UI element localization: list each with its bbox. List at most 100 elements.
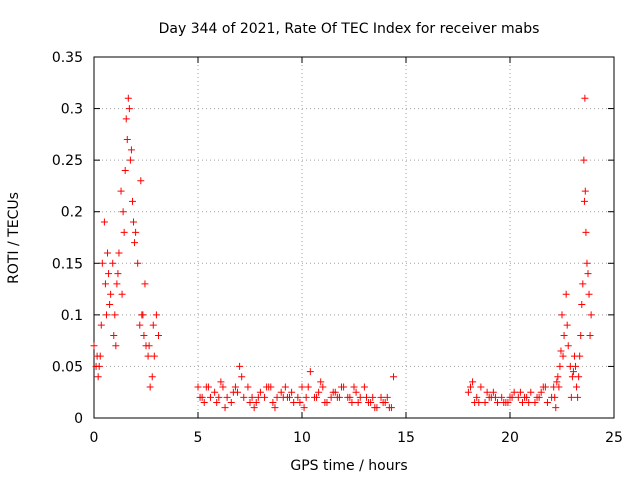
data-point xyxy=(360,383,368,391)
data-point xyxy=(128,197,136,205)
data-point xyxy=(248,393,256,401)
data-point xyxy=(489,388,497,396)
data-point xyxy=(387,404,395,412)
data-point xyxy=(354,399,362,407)
data-point xyxy=(231,383,239,391)
data-point xyxy=(560,331,568,339)
data-point xyxy=(277,388,285,396)
data-point xyxy=(583,259,591,267)
data-point xyxy=(254,393,262,401)
data-point xyxy=(124,94,132,102)
data-point xyxy=(126,156,134,164)
data-point xyxy=(95,362,103,370)
data-point xyxy=(304,383,312,391)
data-point xyxy=(556,362,564,370)
data-point xyxy=(338,383,346,391)
y-tick-label: 0.15 xyxy=(52,256,83,272)
data-point xyxy=(562,290,570,298)
data-point xyxy=(137,177,145,185)
data-point xyxy=(578,301,586,309)
data-point xyxy=(110,331,118,339)
data-point xyxy=(194,383,202,391)
plot-frame xyxy=(93,56,615,419)
data-point xyxy=(298,383,306,391)
data-point xyxy=(327,393,335,401)
x-tick-label: 0 xyxy=(90,430,99,446)
data-point xyxy=(487,393,495,401)
data-point xyxy=(521,393,529,401)
data-point xyxy=(568,373,576,381)
data-point xyxy=(145,342,153,350)
data-point xyxy=(139,311,147,319)
data-point xyxy=(346,393,354,401)
data-point xyxy=(131,239,139,247)
data-point xyxy=(555,383,563,391)
x-tick-label: 25 xyxy=(605,430,623,446)
data-point xyxy=(223,393,231,401)
data-point xyxy=(321,399,329,407)
data-point xyxy=(113,280,121,288)
data-point xyxy=(569,368,577,376)
data-point xyxy=(576,352,584,360)
data-point xyxy=(269,399,277,407)
data-point xyxy=(567,393,575,401)
data-point xyxy=(537,388,545,396)
data-point xyxy=(577,331,585,339)
data-point xyxy=(238,373,246,381)
data-point xyxy=(94,373,102,381)
x-tick-label: 10 xyxy=(293,430,311,446)
data-point xyxy=(140,331,148,339)
data-point xyxy=(261,393,269,401)
data-point xyxy=(557,347,565,355)
axis-ticks xyxy=(93,56,615,419)
data-points xyxy=(90,94,595,412)
data-point xyxy=(543,399,551,407)
data-point xyxy=(273,393,281,401)
x-axis-tick-labels: 0 5 10 15 20 25 xyxy=(90,430,623,446)
data-point xyxy=(132,228,140,236)
data-point xyxy=(288,388,296,396)
data-point xyxy=(150,352,158,360)
data-point xyxy=(362,393,370,401)
x-tick-label: 20 xyxy=(501,430,519,446)
data-point xyxy=(148,373,156,381)
data-point xyxy=(294,393,302,401)
data-point xyxy=(117,187,125,195)
data-point xyxy=(518,399,526,407)
data-point xyxy=(267,383,275,391)
data-point xyxy=(564,342,572,350)
data-point xyxy=(464,388,472,396)
data-point xyxy=(315,388,323,396)
data-point xyxy=(582,228,590,236)
data-point xyxy=(106,301,114,309)
y-tick-label: 0.2 xyxy=(61,205,83,221)
data-point xyxy=(473,393,481,401)
data-point xyxy=(390,373,398,381)
data-point xyxy=(371,404,379,412)
data-point xyxy=(90,342,98,350)
data-point xyxy=(333,393,341,401)
data-point xyxy=(290,399,298,407)
data-point xyxy=(109,259,117,267)
data-point xyxy=(111,311,119,319)
data-point xyxy=(369,393,377,401)
data-point xyxy=(572,362,580,370)
data-point xyxy=(121,166,129,174)
data-point xyxy=(581,94,589,102)
data-point xyxy=(271,404,279,412)
data-point xyxy=(114,270,122,278)
grid-lines xyxy=(94,57,614,418)
data-point xyxy=(281,383,289,391)
data-point xyxy=(584,270,592,278)
data-point xyxy=(585,290,593,298)
y-tick-label: 0.25 xyxy=(52,153,83,169)
data-point xyxy=(217,378,225,386)
data-point xyxy=(141,280,149,288)
data-point xyxy=(356,393,364,401)
data-point xyxy=(329,388,337,396)
x-tick-label: 5 xyxy=(194,430,203,446)
data-point xyxy=(123,136,131,144)
data-point xyxy=(104,249,112,257)
data-point xyxy=(105,270,113,278)
data-point xyxy=(514,393,522,401)
